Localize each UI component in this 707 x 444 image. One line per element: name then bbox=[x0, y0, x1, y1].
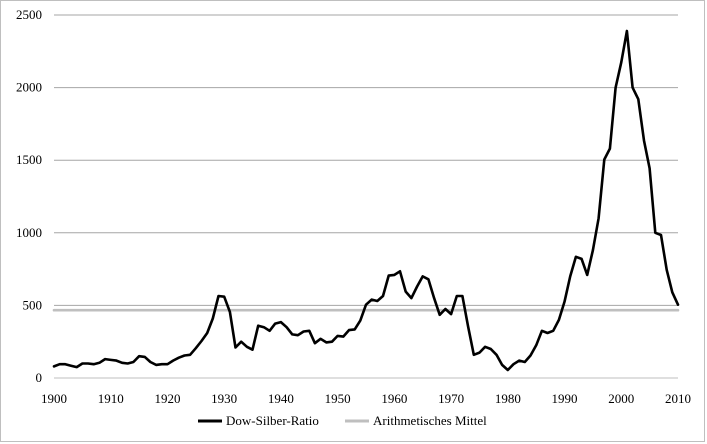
x-tick-label: 1950 bbox=[325, 391, 351, 406]
x-tick-label: 1930 bbox=[211, 391, 237, 406]
y-axis-tick-labels: 0 500 1000 1500 2000 2500 bbox=[16, 7, 42, 385]
y-tick-label: 2000 bbox=[16, 80, 42, 95]
x-tick-label: 1980 bbox=[495, 391, 521, 406]
legend-label-dow-silber-ratio: Dow-Silber-Ratio bbox=[226, 413, 319, 428]
gridlines bbox=[54, 14, 678, 306]
series-line-dow-silber-ratio bbox=[52, 29, 680, 372]
y-tick-label: 1500 bbox=[16, 152, 42, 167]
x-tick-label: 2000 bbox=[608, 391, 634, 406]
x-tick-label: 1900 bbox=[41, 391, 67, 406]
series-lines bbox=[52, 29, 680, 372]
y-tick-label: 2500 bbox=[16, 7, 42, 22]
legend-label-arithmetisches-mittel: Arithmetisches Mittel bbox=[373, 413, 487, 428]
x-tick-label: 1940 bbox=[268, 391, 294, 406]
y-tick-label: 0 bbox=[36, 370, 43, 385]
legend: Dow-Silber-Ratio Arithmetisches Mittel bbox=[198, 413, 487, 428]
x-tick-label: 2010 bbox=[665, 391, 691, 406]
x-tick-label: 1960 bbox=[381, 391, 407, 406]
x-tick-label: 1990 bbox=[552, 391, 578, 406]
y-tick-label: 500 bbox=[23, 297, 43, 312]
x-axis-tick-labels: 1900 1910 1920 1930 1940 1950 1960 1970 1980 1990… bbox=[41, 391, 691, 406]
x-tick-label: 1970 bbox=[438, 391, 464, 406]
x-tick-label: 1910 bbox=[98, 391, 124, 406]
x-tick-label: 1920 bbox=[154, 391, 180, 406]
y-tick-label: 1000 bbox=[16, 225, 42, 240]
